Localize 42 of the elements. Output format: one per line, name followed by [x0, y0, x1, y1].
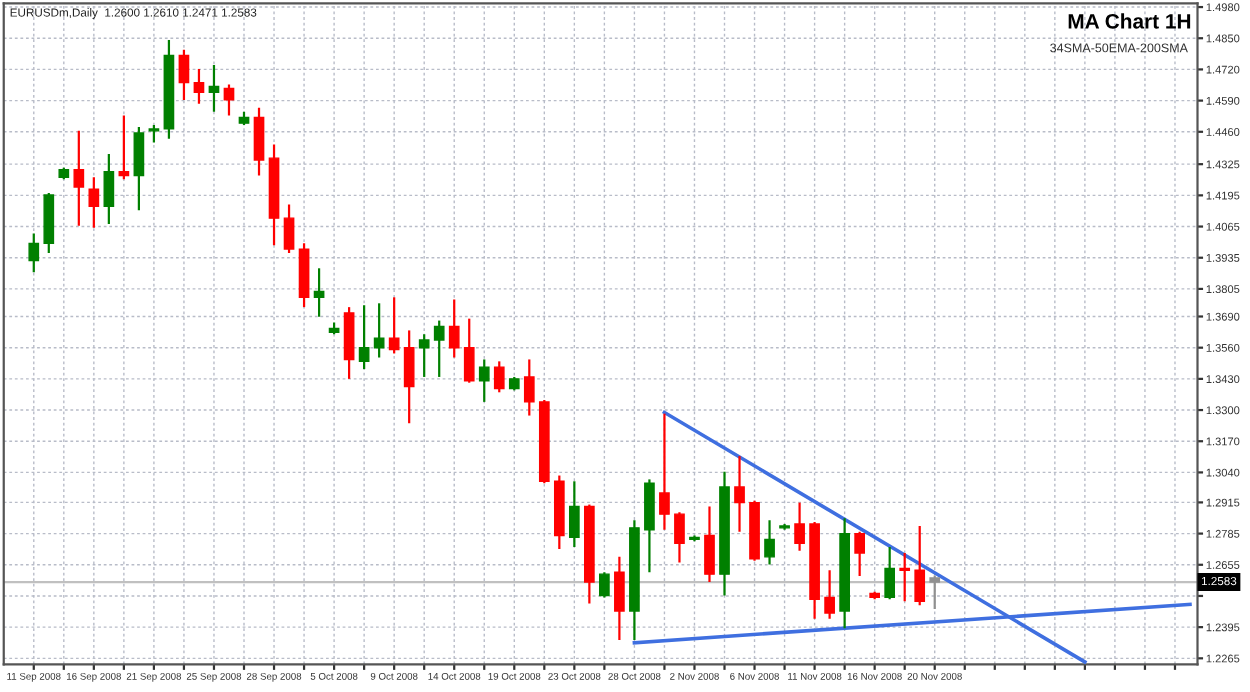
candlestick [358, 304, 370, 371]
candlestick [418, 333, 430, 379]
candlestick [88, 176, 100, 229]
candlestick [313, 267, 325, 318]
candlestick [704, 505, 715, 584]
candlestick [403, 329, 415, 425]
candlestick [193, 67, 205, 105]
candlestick [388, 296, 400, 355]
candlestick [794, 501, 805, 552]
candlestick [433, 319, 445, 379]
candlestick [73, 129, 85, 227]
candlestick [734, 455, 745, 533]
candlestick [28, 232, 40, 274]
candlestick [568, 480, 580, 549]
candlestick [283, 203, 295, 255]
candlestick [899, 551, 911, 603]
candlestick [118, 114, 130, 181]
candlestick [103, 152, 115, 226]
candlestick [253, 106, 265, 177]
candlestick [208, 64, 220, 113]
candlestick [884, 545, 896, 601]
candlestick [764, 519, 775, 566]
candlestick [448, 298, 460, 359]
candlestick [223, 83, 235, 117]
candlestick [824, 569, 835, 620]
candlestick [178, 48, 190, 101]
candlestick [599, 571, 610, 599]
candlestick [914, 524, 926, 607]
candlestick [523, 358, 535, 417]
candlestick [614, 555, 625, 642]
candlestick [659, 412, 670, 531]
chart-title: MA Chart 1H [1068, 13, 1191, 29]
candlestick [929, 574, 941, 611]
candlestick [463, 317, 475, 384]
candlestick [133, 125, 145, 212]
candlestick [373, 302, 385, 359]
candlestick [478, 358, 490, 404]
candlestick [854, 530, 865, 578]
candlestick [644, 478, 655, 574]
candlestick [674, 511, 685, 564]
candlestick [343, 306, 355, 380]
candlestick [493, 360, 505, 394]
